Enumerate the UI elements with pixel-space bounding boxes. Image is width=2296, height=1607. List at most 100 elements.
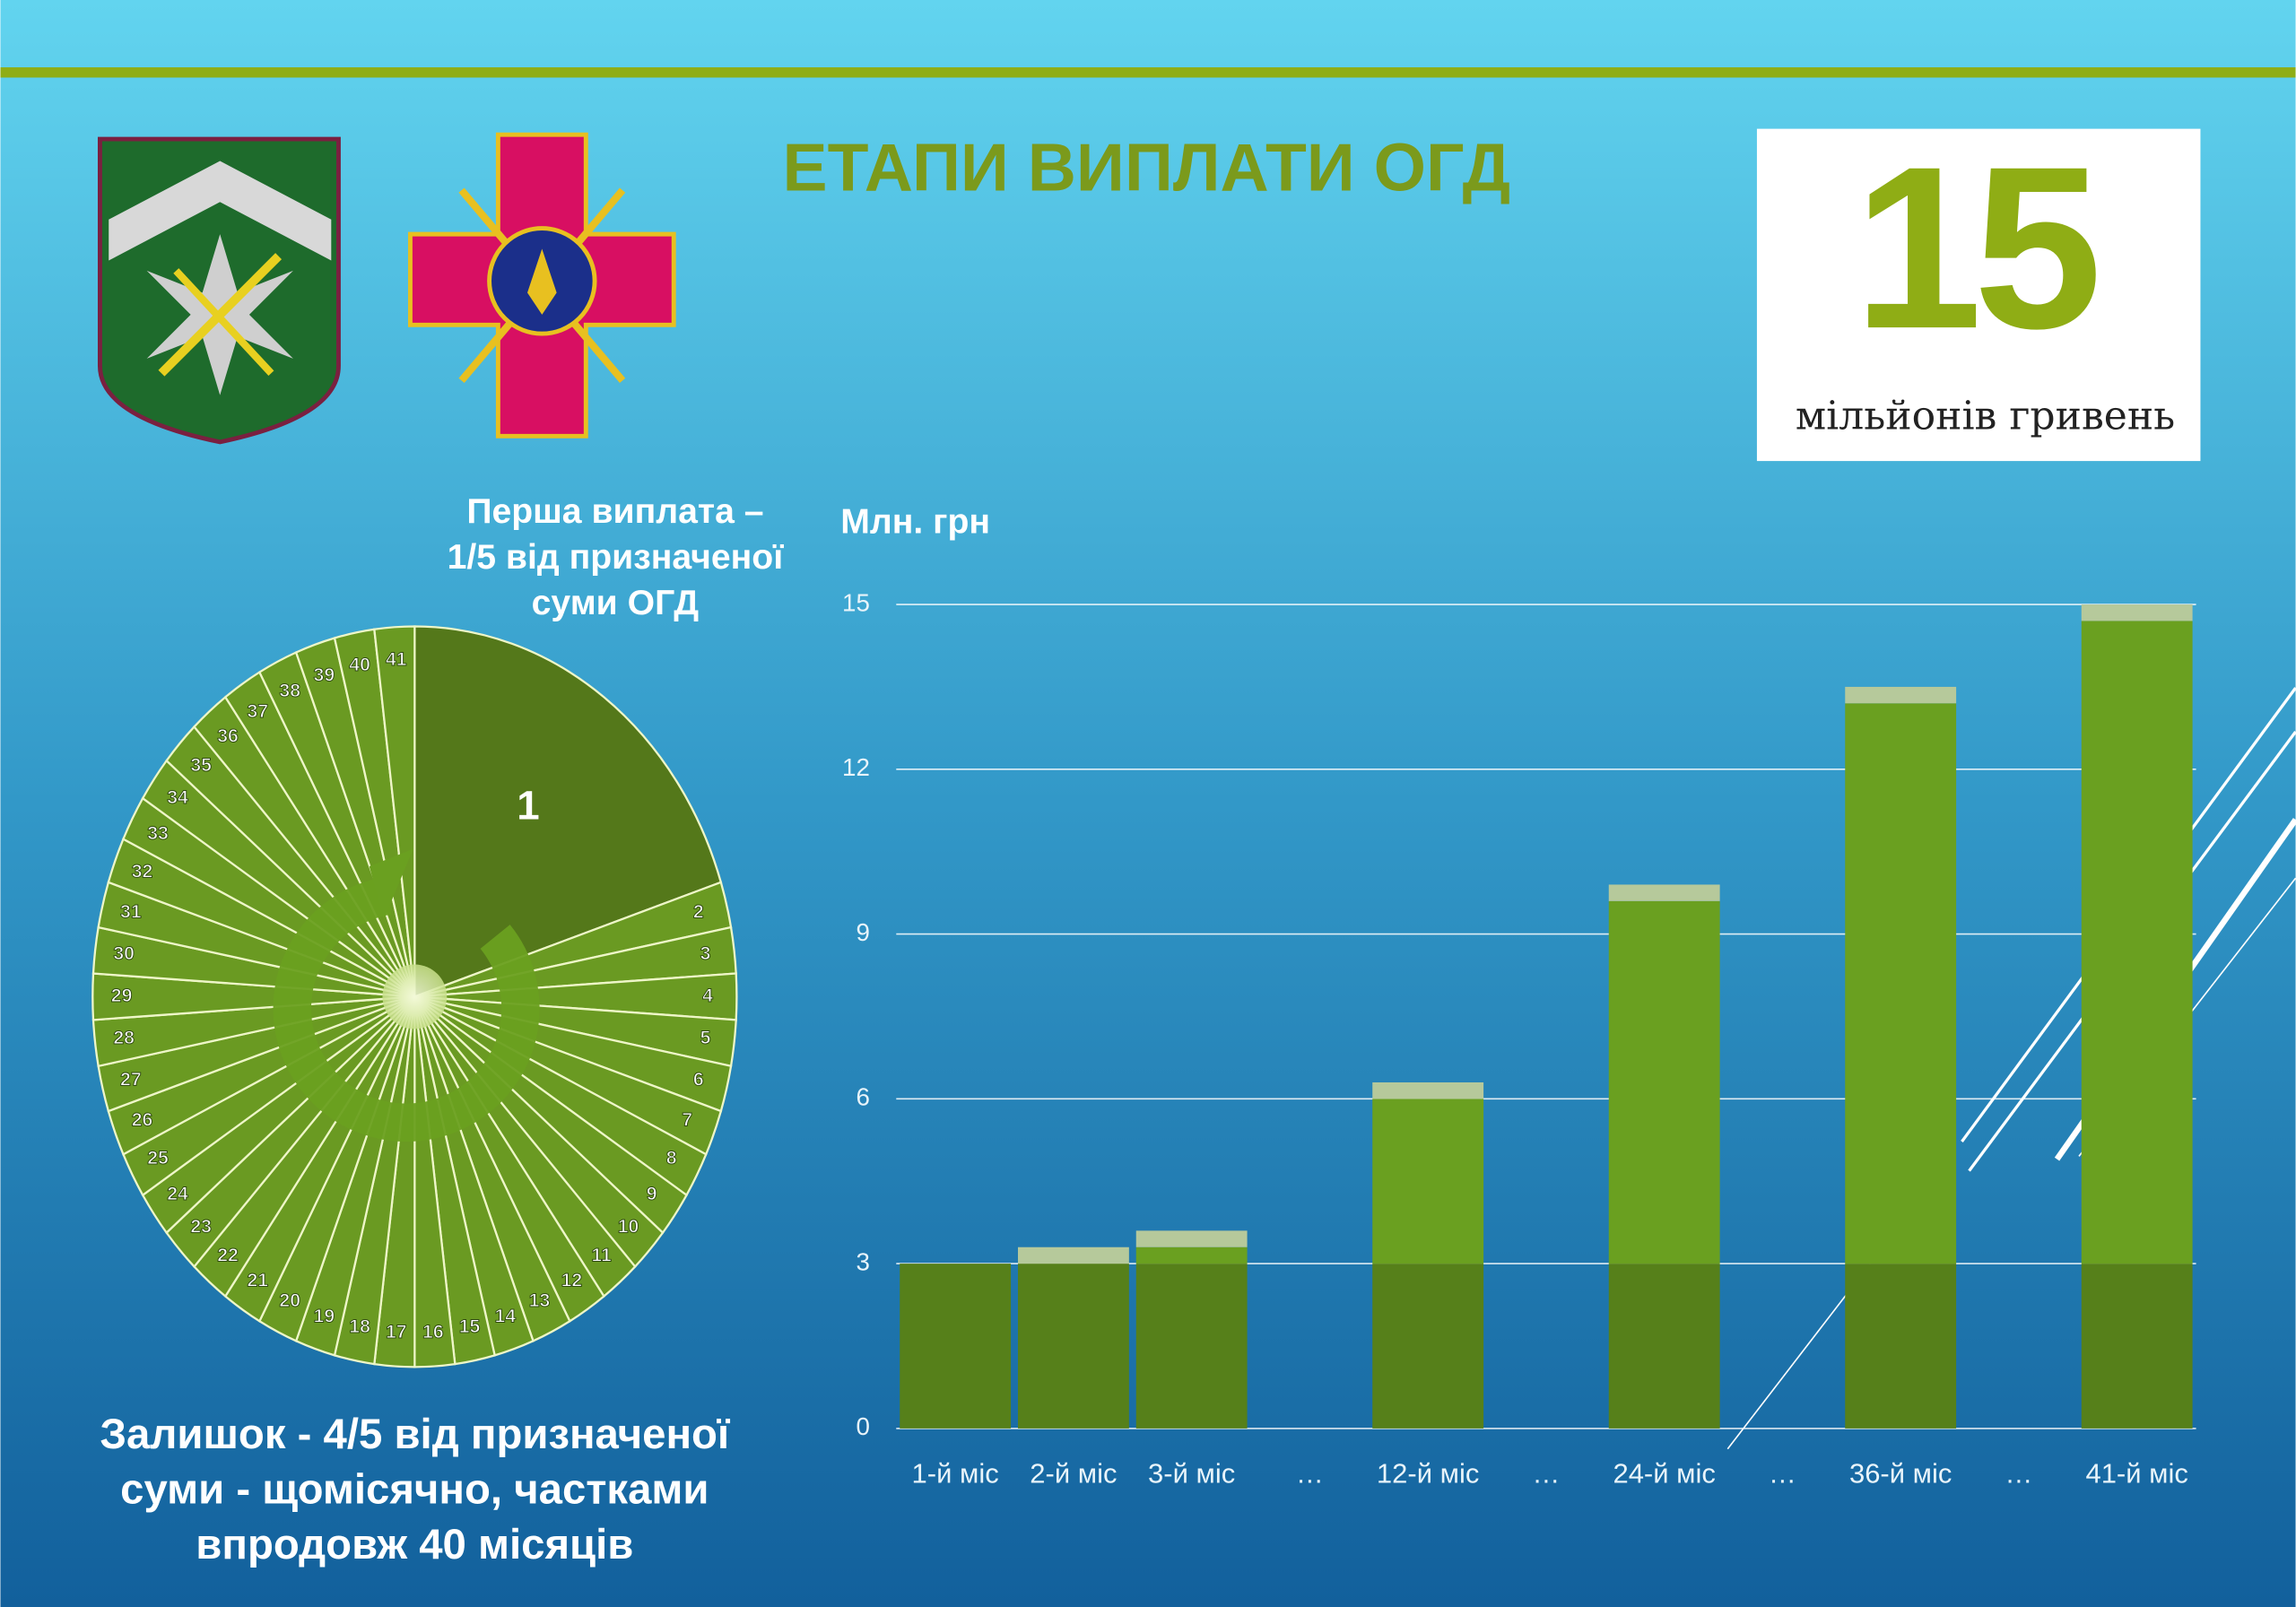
bar-segment [1608,1264,1720,1429]
y-tick-label: 0 [856,1412,869,1440]
bar-chart: Млн. грн 0 3 6 9 12 15 1-й міс 2-й міс 3-й міс … 12… [840,503,2196,1489]
bar-segment [2081,604,2193,621]
pie-annotation: суми ОГД [532,584,700,622]
slice-label: 7 [682,1109,692,1130]
badge-text: мільйонів гривень [1796,393,2175,439]
x-tick-label: 24-й міс [1613,1457,1715,1489]
slice-label: 5 [700,1028,711,1048]
bar-segment [2081,1264,2193,1429]
slice-label: 14 [495,1306,517,1326]
y-tick-label: 3 [856,1247,869,1275]
slice-label: 24 [167,1184,188,1204]
pie-slice [373,625,416,997]
slice-label: 3 [700,943,711,964]
bar-segment [1608,900,1720,1264]
slice-label: 27 [120,1069,142,1090]
x-tick-label: 41-й міс [2085,1457,2187,1489]
bar-segment [1845,703,1957,1264]
emblem-cross [407,132,676,439]
top-rule [0,67,2296,78]
slice-label: 19 [314,1306,335,1326]
x-tick-label: 36-й міс [1849,1457,1952,1489]
x-tick-label: 1-й міс [912,1457,999,1489]
slice-label: 1 [517,782,539,828]
x-tick-label: … [1296,1457,1324,1489]
slice-label: 15 [459,1316,481,1337]
x-tick-label: … [1769,1457,1796,1489]
pie-annotation: 1/5 від призначеної [448,538,785,577]
y-tick-label: 12 [842,753,870,781]
pie-annotation: суми - щомісячно, частками [120,1466,709,1514]
x-tick-label: … [1532,1457,1560,1489]
bar-segment [1372,1264,1484,1429]
slice-label: 8 [666,1148,677,1168]
x-tick-label: 3-й міс [1148,1457,1235,1489]
bar-segment [2081,621,2193,1264]
slice-label: 13 [529,1290,551,1311]
slice-label: 40 [349,655,370,675]
slice-label: 21 [247,1270,268,1290]
slice-label: 36 [217,726,239,747]
slice-label: 29 [111,986,133,1006]
slice-label: 41 [386,649,407,670]
bar-segment [1372,1099,1484,1264]
badge: 15 мільйонів гривень [1756,118,2201,462]
bar-segment [1372,1081,1484,1099]
slice-label: 12 [561,1270,583,1290]
slice-label: 9 [647,1184,657,1204]
bar-segment [1845,1264,1957,1429]
bar-segment [1135,1247,1248,1264]
bar-segment [900,1264,1012,1429]
slice-label: 6 [693,1069,704,1090]
pie-annotation: Перша виплата – [466,492,763,531]
slice-label: 23 [190,1216,212,1237]
badge-box [1756,128,2201,462]
y-tick-label: 6 [856,1083,869,1111]
slice-label: 34 [167,787,188,808]
slice-label: 11 [591,1246,612,1266]
bar-segment [1017,1247,1129,1264]
slice-label: 32 [132,862,153,882]
bar-segment [1135,1264,1248,1429]
badge-number: 15 [1854,118,2097,377]
pie-chart [91,625,738,1368]
pie-annotation: впродовж 40 місяців [196,1521,633,1568]
slice-label: 37 [247,701,268,722]
slice-label: 16 [422,1322,444,1342]
x-tick-label: 2-й міс [1030,1457,1117,1489]
pie-slice [413,625,723,999]
slice-label: 31 [120,902,142,923]
y-tick-label: 15 [842,588,870,616]
slice-label: 20 [279,1290,300,1311]
bar-segment [1845,686,1957,704]
pie-hub [382,964,448,1029]
slice-label: 17 [386,1322,407,1342]
slice-label: 2 [693,902,704,923]
x-tick-label: … [2005,1457,2032,1489]
y-tick-label: 9 [856,918,869,946]
pie-annotation: Залишок - 4/5 від призначеної [100,1411,731,1458]
y-axis-title: Млн. грн [840,503,990,542]
slice-label: 18 [349,1316,370,1337]
slice-label: 33 [147,823,169,844]
x-tick-label: 12-й міс [1377,1457,1479,1489]
emblem-shield [97,136,341,445]
slice-label: 22 [217,1246,239,1266]
slice-label: 4 [702,986,713,1006]
slice-label: 35 [190,755,212,776]
slice-label: 10 [618,1216,639,1237]
slice-label: 25 [147,1148,169,1168]
slice-label: 38 [279,681,300,701]
page-title: ЕТАПИ ВИПЛАТИ ОГД [783,129,1511,204]
slice-label: 39 [314,665,335,686]
bar-segment [1017,1264,1129,1429]
slice-label: 28 [113,1028,135,1048]
slice-label: 30 [113,943,135,964]
cycle-arrow [273,848,540,1142]
bar-segment [1608,884,1720,901]
bar-segment [1135,1230,1248,1247]
pie-labels: 1234567891011121314151617181920212223242… [100,492,784,1568]
slice-label: 26 [132,1109,153,1130]
